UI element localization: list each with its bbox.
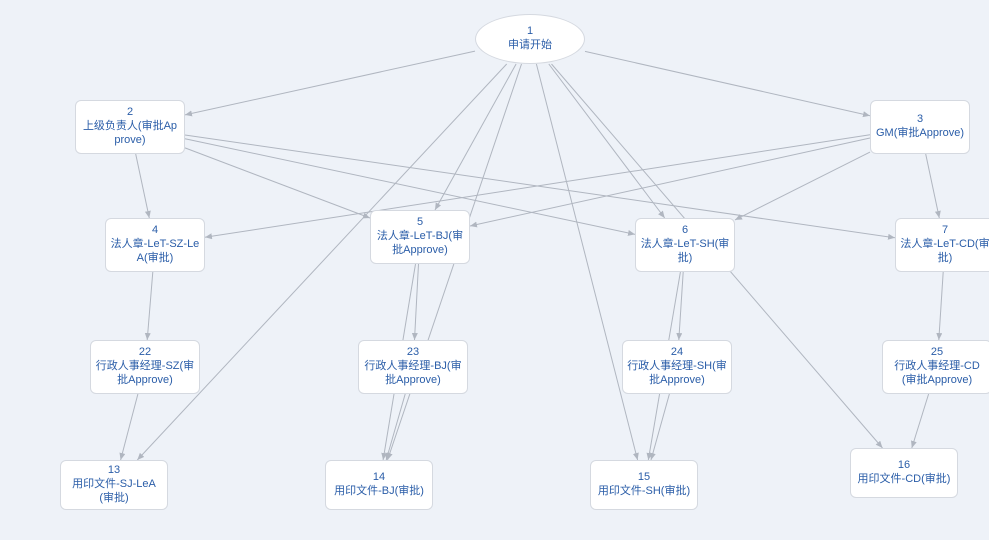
flow-node-n13[interactable]: 13用印文件-SJ-LeA(审批) (60, 460, 168, 510)
edge-n7-n25 (939, 272, 943, 340)
node-label: 用印文件-BJ(审批) (334, 485, 424, 499)
flow-node-n6[interactable]: 6法人章-LeT-SH(审批) (635, 218, 735, 272)
flow-node-n14[interactable]: 14用印文件-BJ(审批) (325, 460, 433, 510)
node-label: 法人章-LeT-CD(审批) (900, 238, 989, 266)
node-label: 法人章-LeT-SH(审批) (640, 238, 730, 266)
flow-node-n4[interactable]: 4法人章-LeT-SZ-LeA(审批) (105, 218, 205, 272)
node-number: 16 (898, 459, 910, 473)
flow-node-n2[interactable]: 2上级负责人(审批Approve) (75, 100, 185, 154)
node-number: 6 (682, 224, 688, 238)
edge-n1-n6 (549, 64, 665, 218)
edge-n3-n6 (735, 152, 870, 220)
flowchart-canvas: 1申请开始2上级负责人(审批Approve)3GM(审批Approve)4法人章… (0, 0, 989, 540)
flow-node-n7[interactable]: 7法人章-LeT-CD(审批) (895, 218, 989, 272)
edge-n3-n4 (205, 135, 870, 238)
edge-n3-n7 (926, 154, 940, 218)
node-label: 用印文件-SH(审批) (598, 485, 690, 499)
node-number: 24 (671, 346, 683, 360)
edge-n1-n2 (185, 51, 475, 115)
edge-n25-n16 (912, 394, 929, 448)
edge-n24-n15 (651, 394, 669, 460)
flow-node-n24[interactable]: 24行政人事经理-SH(审批Approve) (622, 340, 732, 394)
flow-node-n23[interactable]: 23行政人事经理-BJ(审批Approve) (358, 340, 468, 394)
edge-n1-n5 (435, 64, 516, 210)
edge-n3-n5 (470, 138, 870, 226)
node-label: 用印文件-SJ-LeA(审批) (65, 478, 163, 506)
node-number: 4 (152, 224, 158, 238)
edge-n22-n13 (121, 394, 138, 460)
edge-n1-n3 (585, 51, 870, 115)
node-number: 23 (407, 346, 419, 360)
node-label: 法人章-LeT-SZ-LeA(审批) (110, 238, 200, 266)
flow-node-n5[interactable]: 5法人章-LeT-BJ(审批Approve) (370, 210, 470, 264)
flow-node-n1[interactable]: 1申请开始 (475, 14, 585, 64)
flow-node-n16[interactable]: 16用印文件-CD(审批) (850, 448, 958, 498)
node-label: 行政人事经理-SZ(审批Approve) (95, 360, 195, 388)
node-number: 22 (139, 346, 151, 360)
node-number: 14 (373, 471, 385, 485)
node-label: 用印文件-CD(审批) (858, 473, 951, 487)
edge-n2-n5 (185, 148, 370, 218)
node-number: 25 (931, 346, 943, 360)
node-label: 申请开始 (508, 39, 552, 53)
edge-n2-n4 (136, 154, 150, 218)
node-label: 行政人事经理-CD(审批Approve) (887, 360, 987, 388)
node-number: 7 (942, 224, 948, 238)
node-label: 法人章-LeT-BJ(审批Approve) (375, 230, 465, 258)
node-number: 13 (108, 464, 120, 478)
edge-n4-n22 (147, 272, 153, 340)
flow-node-n25[interactable]: 25行政人事经理-CD(审批Approve) (882, 340, 989, 394)
node-number: 2 (127, 106, 133, 120)
node-number: 1 (527, 25, 533, 39)
flow-node-n22[interactable]: 22行政人事经理-SZ(审批Approve) (90, 340, 200, 394)
node-label: 上级负责人(审批Approve) (80, 120, 180, 148)
flow-node-n3[interactable]: 3GM(审批Approve) (870, 100, 970, 154)
node-label: GM(审批Approve) (876, 127, 964, 141)
node-number: 5 (417, 216, 423, 230)
node-number: 15 (638, 471, 650, 485)
edge-n5-n23 (415, 264, 419, 340)
edge-n2-n7 (185, 135, 895, 238)
edge-n6-n24 (679, 272, 683, 340)
edge-n1-n15 (536, 64, 637, 460)
node-number: 3 (917, 113, 923, 127)
node-label: 行政人事经理-BJ(审批Approve) (363, 360, 463, 388)
edge-n23-n14 (386, 394, 405, 460)
flow-node-n15[interactable]: 15用印文件-SH(审批) (590, 460, 698, 510)
node-label: 行政人事经理-SH(审批Approve) (627, 360, 727, 388)
